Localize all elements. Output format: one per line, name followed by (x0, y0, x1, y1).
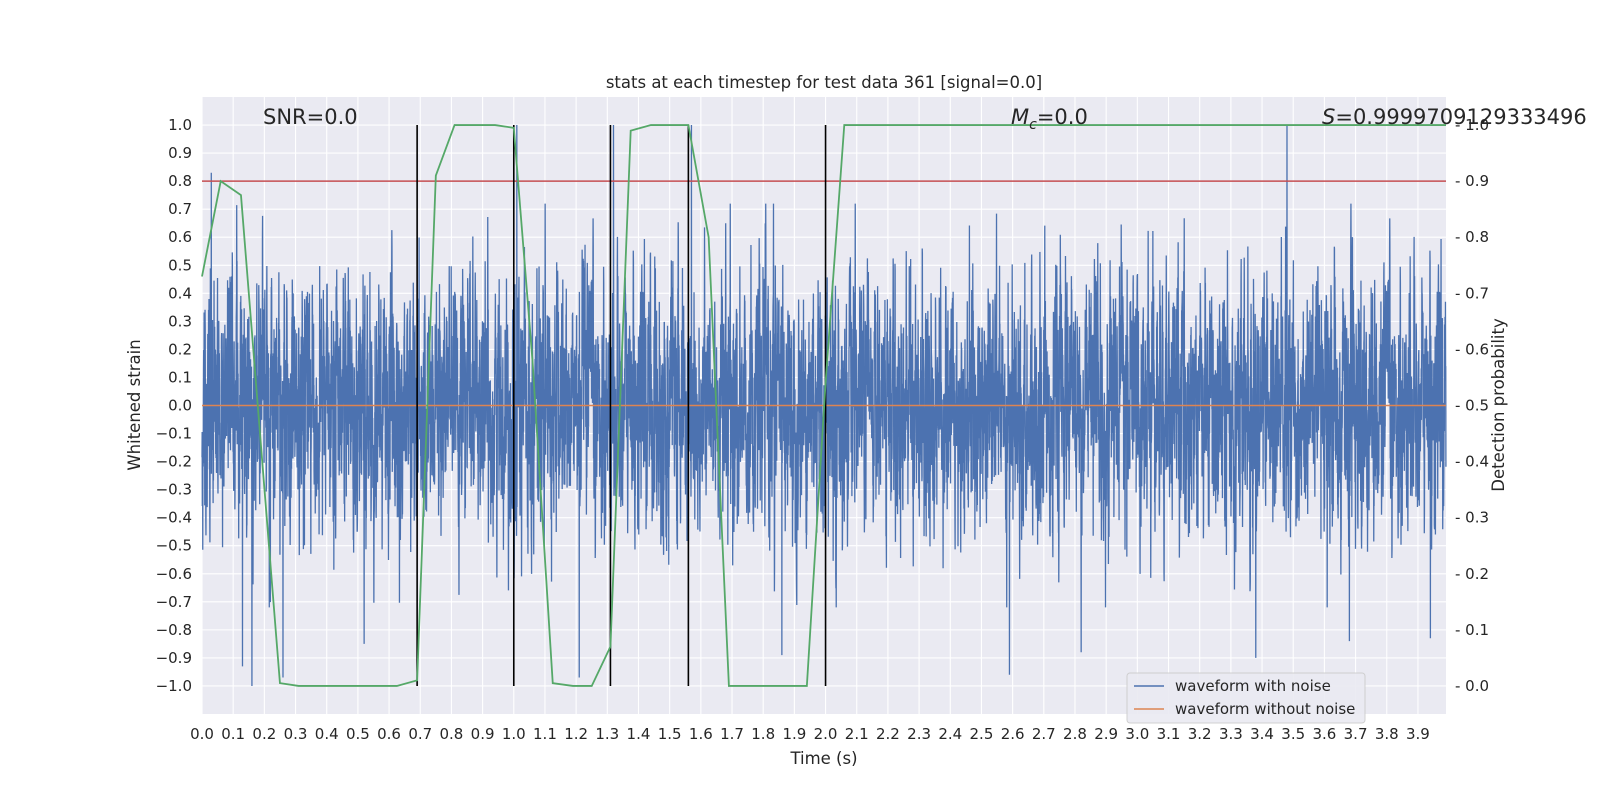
series-layer (201, 124, 1447, 687)
y-tick-label: −0.6 (156, 565, 192, 583)
x-tick-label: 3.4 (1250, 725, 1274, 743)
y-right-tick-label: - 0.4 (1455, 453, 1489, 471)
x-tick-label: 1.9 (782, 725, 806, 743)
ticks: 0.0 0.1 0.2 0.3 0.4 0.5 0.6 0.7 0.8 0.9 1.0 1.1 1.2 1… (156, 116, 1489, 743)
y-tick-label: 0.1 (168, 368, 192, 386)
legend-label-clean: waveform without noise (1175, 700, 1355, 718)
y-right-tick-label: - 0.3 (1455, 509, 1489, 527)
s-symbol: S (1322, 105, 1335, 129)
s-annotation: S=0.9999709129333496 (1322, 105, 1587, 129)
x-tick-label: 3.0 (1125, 725, 1149, 743)
x-tick-label: 2.2 (876, 725, 900, 743)
y-tick-label: −0.3 (156, 481, 192, 499)
x-tick-label: 0.5 (346, 725, 370, 743)
y-tick-label: −0.2 (156, 453, 192, 471)
x-tick-label: 1.2 (564, 725, 588, 743)
legend-box (1126, 672, 1366, 724)
y-tick-label: −0.1 (156, 425, 192, 443)
mc-subscript: c (1029, 117, 1037, 133)
snr-annotation: SNR=0.0 (263, 105, 358, 129)
x-tick-label: 1.0 (502, 725, 526, 743)
x-tick-label: 0.1 (221, 725, 245, 743)
x-axis-label: Time (s) (789, 749, 857, 768)
x-tick-label: 3.7 (1344, 725, 1368, 743)
x-tick-label: 1.6 (689, 725, 713, 743)
y-right-tick-label: - 0.6 (1455, 340, 1489, 358)
y-right-tick-label: - 0.8 (1455, 228, 1489, 246)
x-tick-label: 1.3 (595, 725, 619, 743)
y-right-tick-label: - 0.5 (1455, 397, 1489, 415)
x-tick-label: 2.0 (814, 725, 838, 743)
y-right-tick-label: - 0.0 (1455, 677, 1489, 695)
mc-symbol: M (1011, 105, 1029, 129)
x-tick-label: 2.9 (1094, 725, 1118, 743)
x-tick-label: 2.4 (938, 725, 962, 743)
x-tick-label: 2.1 (845, 725, 869, 743)
y-tick-label: −0.9 (156, 649, 192, 667)
x-tick-label: 2.6 (1001, 725, 1025, 743)
x-tick-label: 0.3 (284, 725, 308, 743)
y-tick-label: 0.9 (168, 144, 192, 162)
x-tick-label: 2.8 (1063, 725, 1087, 743)
x-tick-label: 1.8 (751, 725, 775, 743)
x-tick-label: 3.6 (1312, 725, 1336, 743)
y-tick-label: −0.8 (156, 621, 192, 639)
x-tick-label: 3.1 (1157, 725, 1181, 743)
x-tick-label: 0.6 (377, 725, 401, 743)
y-tick-label: 1.0 (168, 116, 192, 134)
x-tick-label: 0.8 (439, 725, 463, 743)
x-tick-label: 2.7 (1032, 725, 1056, 743)
series-detection-probability (201, 124, 1446, 687)
y-tick-label: 0.2 (168, 340, 192, 358)
y-tick-label: 0.8 (168, 172, 192, 190)
y-tick-label: 0.3 (168, 312, 192, 330)
x-tick-label: 2.5 (970, 725, 994, 743)
s-value: =0.9999709129333496 (1335, 105, 1586, 129)
y-tick-label: 0.7 (168, 200, 192, 218)
y-tick-label: 0.4 (168, 284, 192, 302)
x-tick-label: 1.1 (533, 725, 557, 743)
legend-label-noise: waveform with noise (1175, 677, 1331, 695)
x-tick-label: 1.5 (658, 725, 682, 743)
y-right-tick-label: - 0.7 (1455, 284, 1489, 302)
y-tick-label: 0.5 (168, 256, 192, 274)
x-tick-label: 3.2 (1188, 725, 1212, 743)
y-tick-label: −0.4 (156, 509, 192, 527)
x-tick-label: 3.5 (1281, 725, 1305, 743)
y-right-tick-label: - 0.2 (1455, 565, 1489, 583)
y-tick-label: 0.6 (168, 228, 192, 246)
x-tick-label: 0.2 (252, 725, 276, 743)
legend: waveform with noise waveform without noi… (1126, 672, 1366, 724)
x-tick-label: 1.4 (627, 725, 651, 743)
y-right-tick-label: - 1.0 (1455, 116, 1489, 134)
chart-title: stats at each timestep for test data 361… (606, 73, 1042, 92)
y-right-tick-label: - 0.9 (1455, 172, 1489, 190)
x-tick-label: 3.3 (1219, 725, 1243, 743)
y-tick-label: −0.5 (156, 537, 192, 555)
mc-value: =0.0 (1037, 105, 1088, 129)
y-right-axis-label: Detection probability (1489, 318, 1508, 492)
y-tick-label: −0.7 (156, 593, 192, 611)
y-tick-label: −1.0 (156, 677, 192, 695)
x-tick-label: 0.4 (315, 725, 339, 743)
x-tick-label: 2.3 (907, 725, 931, 743)
x-tick-label: 3.8 (1375, 725, 1399, 743)
y-tick-label: 0.0 (168, 397, 192, 415)
mc-annotation: Mc=0.0 (1011, 105, 1088, 133)
x-tick-label: 0.9 (471, 725, 495, 743)
x-tick-label: 0.0 (190, 725, 214, 743)
y-axis-label: Whitened strain (125, 339, 144, 470)
x-tick-label: 0.7 (408, 725, 432, 743)
x-tick-label: 1.7 (720, 725, 744, 743)
y-right-tick-label: - 0.1 (1455, 621, 1489, 639)
x-tick-label: 3.9 (1406, 725, 1430, 743)
